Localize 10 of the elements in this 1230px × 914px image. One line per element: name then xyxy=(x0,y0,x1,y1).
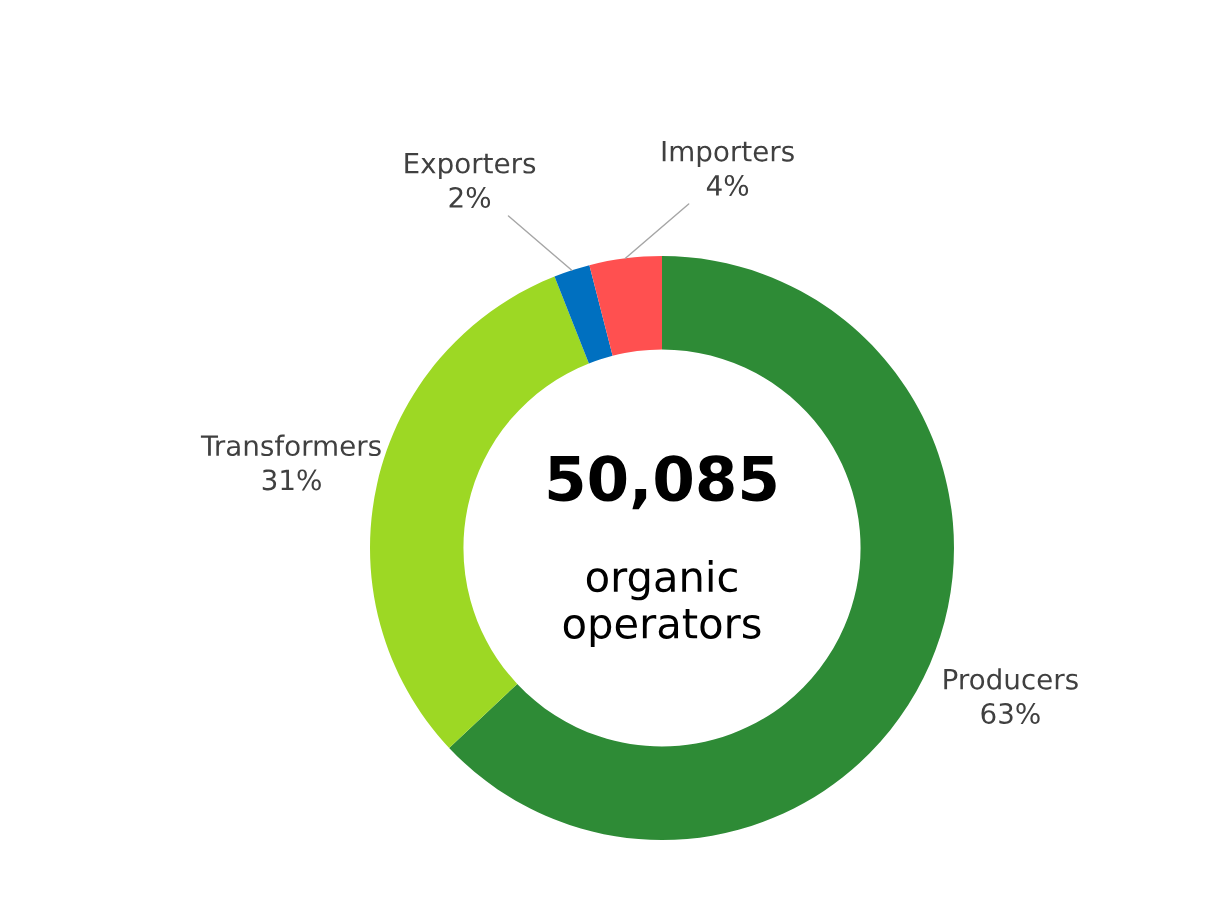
slice-label: Transformers xyxy=(200,434,381,457)
data-label: 63% xyxy=(981,702,1040,724)
data-label: 4% xyxy=(706,174,749,196)
data-label: 2% xyxy=(449,186,491,208)
data-label: 31% xyxy=(262,469,321,491)
slice-label: Importers xyxy=(662,140,794,168)
slice-label: Producers xyxy=(944,668,1078,690)
slice-label: Exporters xyxy=(405,152,536,179)
text: organic operators xyxy=(563,559,761,647)
text: 50,085 xyxy=(548,455,776,510)
